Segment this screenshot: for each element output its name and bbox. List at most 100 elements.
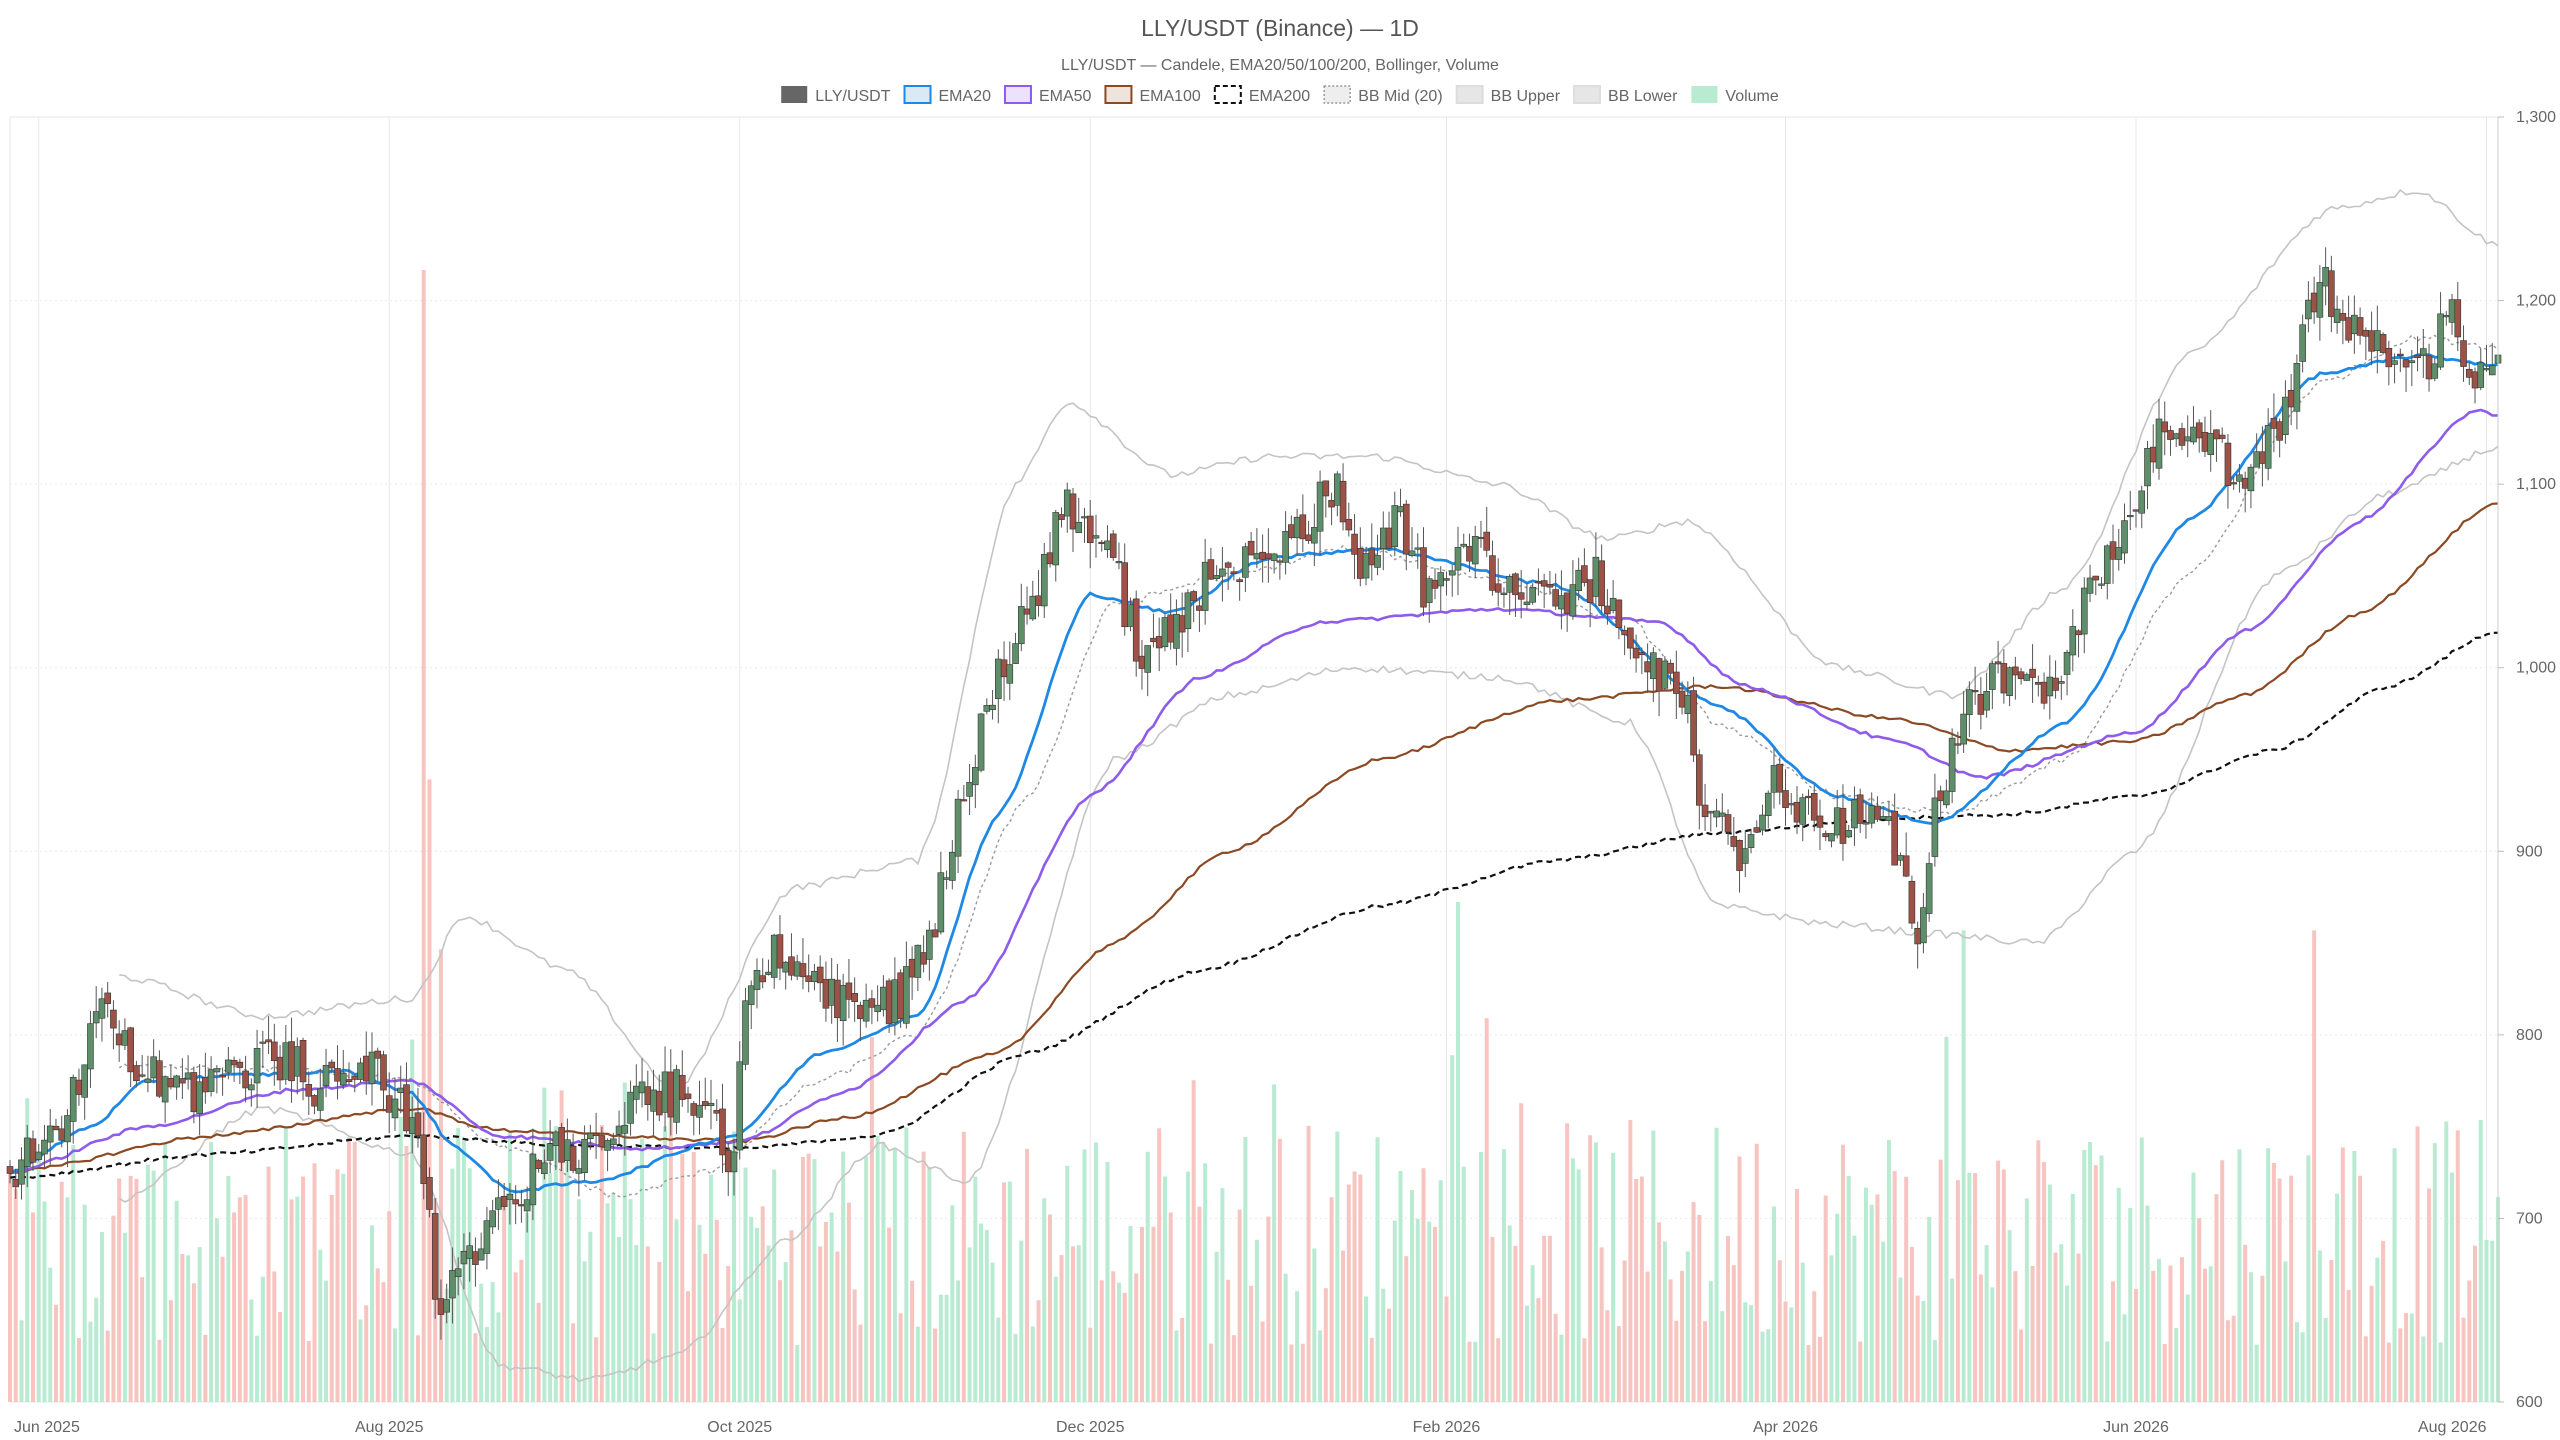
candle-body: [1615, 599, 1623, 629]
candle: [115, 1020, 123, 1062]
volume-bar: [2329, 1259, 2334, 1402]
candle: [633, 1064, 640, 1114]
volume-bar: [94, 1297, 99, 1402]
candle-body: [1242, 546, 1249, 578]
candle: [2310, 276, 2318, 324]
candle: [1351, 514, 1358, 580]
candle: [920, 935, 927, 973]
candle: [2006, 666, 2013, 707]
candle-body: [397, 1087, 405, 1093]
volume-bar: [1341, 1250, 1346, 1402]
candle-body: [403, 1084, 410, 1132]
candle-body: [1213, 575, 1220, 579]
candle-body: [2058, 681, 2065, 684]
volume-bar: [576, 1199, 581, 1402]
candle-body: [293, 1046, 301, 1077]
volume-bar: [680, 1154, 685, 1402]
candle: [1529, 583, 1536, 605]
y-tick-label: 1,200: [2516, 293, 2556, 310]
candle: [828, 958, 835, 1024]
volume-bar: [881, 1142, 886, 1402]
candle: [328, 1059, 336, 1074]
candle: [477, 1232, 485, 1261]
candle: [1144, 645, 1151, 697]
volume-bar: [1852, 1235, 1857, 1402]
candle: [2431, 357, 2439, 382]
candle-body: [213, 1068, 221, 1073]
volume-bar: [1036, 1300, 1041, 1402]
volume-bar: [1415, 1219, 1420, 1402]
candle-body: [1684, 694, 1692, 714]
candle: [650, 1069, 657, 1137]
candle-body: [2471, 371, 2479, 389]
candle-body: [868, 998, 876, 1008]
candle: [707, 1079, 715, 1130]
candle-body: [816, 966, 824, 984]
candle: [1357, 527, 1364, 587]
volume-bar: [2162, 1343, 2167, 1402]
volume-bar: [324, 1280, 329, 1402]
candle-body: [202, 1077, 209, 1093]
volume-bar: [2254, 1344, 2259, 1402]
legend-label: BB Lower: [1608, 88, 1678, 105]
candle: [426, 1167, 433, 1218]
candle-body: [1253, 553, 1261, 560]
candle: [1489, 540, 1496, 596]
candle-body: [1764, 792, 1772, 816]
candle: [1408, 527, 1416, 558]
candle: [1546, 571, 1554, 595]
volume-bar: [634, 1245, 639, 1402]
candle-body: [575, 1168, 583, 1174]
candle-body: [2351, 314, 2358, 335]
candle-body: [1609, 597, 1617, 611]
candle: [2121, 503, 2128, 564]
candle: [437, 1279, 445, 1340]
candle-body: [1184, 592, 1192, 630]
candle-body: [2201, 431, 2209, 452]
candle-body: [1925, 863, 1933, 914]
candle-body: [1155, 636, 1163, 649]
volume-bar: [496, 1312, 501, 1402]
candle-body: [1092, 535, 1100, 539]
candle: [1805, 789, 1812, 815]
candle: [1334, 471, 1341, 517]
candle-body: [311, 1095, 318, 1107]
candle: [2247, 464, 2255, 509]
candle: [2029, 644, 2036, 703]
candle-body: [1540, 580, 1548, 587]
candle: [1247, 531, 1255, 556]
volume-bar: [2088, 1141, 2093, 1402]
candle: [127, 1026, 134, 1088]
candle: [1989, 660, 1996, 710]
candle-body: [322, 1064, 330, 1086]
volume-bar: [1657, 1222, 1662, 1402]
candle: [759, 958, 767, 989]
volume-bar: [191, 1283, 196, 1402]
candle-body: [512, 1199, 519, 1205]
candle-body: [167, 1077, 175, 1088]
candle-body: [2454, 299, 2462, 338]
volume-bar: [1685, 1251, 1690, 1402]
candle-body: [1558, 595, 1565, 610]
candle-body: [2184, 436, 2192, 442]
candle-body: [1368, 548, 1376, 566]
candle-body: [2080, 587, 2088, 635]
volume-bar: [2070, 1193, 2075, 1402]
volume-bar: [1840, 1144, 1845, 1402]
candle: [1810, 785, 1818, 832]
candle-body: [857, 1004, 864, 1020]
volume-bar: [88, 1321, 93, 1402]
candle-body: [2368, 330, 2375, 352]
candle: [604, 1138, 611, 1172]
volume-bar: [1162, 1176, 1167, 1402]
candle-body: [1937, 790, 1944, 802]
candle: [2103, 544, 2111, 600]
volume-bar: [347, 1137, 352, 1402]
volume-bar: [289, 1199, 294, 1402]
candle: [529, 1128, 537, 1221]
candle-body: [1914, 927, 1921, 945]
candle: [1753, 820, 1761, 833]
candle: [776, 915, 784, 981]
candle-body: [972, 767, 979, 786]
candle: [483, 1206, 491, 1270]
